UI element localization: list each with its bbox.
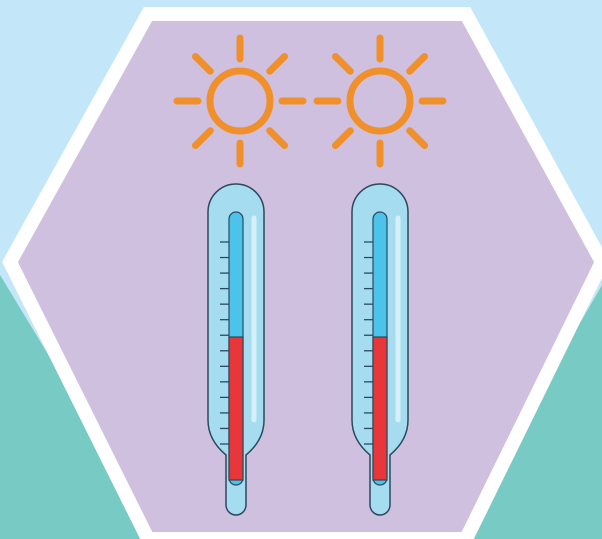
thermometer-left	[207, 183, 265, 516]
sun-ray	[331, 127, 354, 150]
hexagon-panel	[2, 7, 602, 539]
mercury-column	[372, 336, 388, 481]
sun-ray	[406, 52, 429, 75]
sun-ray	[266, 127, 289, 150]
thermometer-right	[351, 183, 409, 516]
sun-left-icon	[173, 34, 307, 168]
sun-ray	[331, 52, 354, 75]
sun-ray	[266, 52, 289, 75]
sun-ray	[191, 127, 214, 150]
suns-group	[173, 34, 447, 168]
thermometers-group	[207, 183, 409, 516]
sun-disc	[346, 67, 414, 135]
sun-disc	[206, 67, 274, 135]
sun-ray	[406, 127, 429, 150]
mercury-column	[228, 336, 244, 481]
sun-ray	[191, 52, 214, 75]
sun-right-icon	[313, 34, 447, 168]
